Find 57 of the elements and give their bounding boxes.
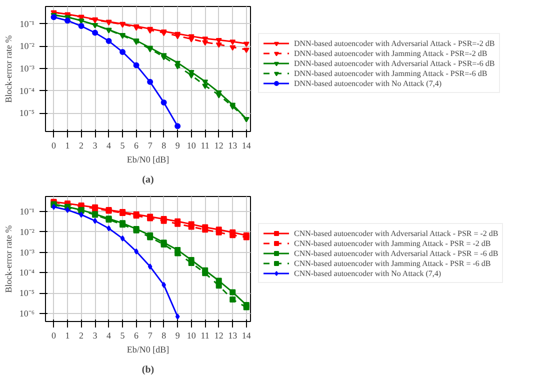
x-axis-title: Eb/N0 [dB] [126, 154, 170, 164]
y-axis-title: Block-error rate % [3, 34, 14, 103]
x-tick-label: 6 [134, 330, 140, 340]
y-tick-label: 10⁻³ [20, 63, 35, 74]
y-tick-label: 10⁻¹ [20, 206, 35, 217]
legend-label: DNN-based autoencoder with Adversarial Attack - PSR=-2 dB [294, 38, 495, 48]
x-tick-label: 3 [92, 140, 98, 150]
x-axis-title: Eb/N0 [dB] [126, 344, 170, 354]
x-tick-label: 8 [162, 330, 167, 340]
x-tick-label: 11 [200, 330, 210, 340]
legend-label: CNN-based autoencoder with Adversarial Attack - PSR = -6 dB [294, 248, 498, 258]
text: (a) [142, 174, 154, 186]
y-tick-label: 10⁻⁵ [19, 288, 35, 298]
x-tick-label: 0 [52, 140, 57, 150]
x-tick-label: 12 [214, 330, 224, 340]
legend-label: CNN-based autoencoder with Jamming Attack - PSR = -6 dB [294, 258, 491, 268]
y-tick-label: 10⁻² [20, 226, 35, 237]
legend-label: CNN-based autoencoder with No Attack (7,4) [294, 268, 442, 278]
x-tick-label: 8 [162, 140, 167, 150]
y-tick-label: 10⁻² [20, 41, 35, 52]
x-tick-label: 10 [186, 140, 196, 150]
x-tick-label: 13 [228, 140, 238, 150]
x-tick-label: 7 [148, 140, 153, 150]
legend-label: CNN-based autoencoder with Jamming Attack - PSR = -2 dB [294, 238, 491, 248]
x-tick-label: 1 [65, 140, 70, 150]
x-tick-label: 2 [79, 330, 84, 340]
x-tick-label: 5 [120, 330, 126, 340]
x-tick-label: 9 [175, 140, 180, 150]
y-axis-title: Block-error rate % [3, 224, 14, 293]
y-tick-label: 10⁻¹ [20, 18, 35, 29]
legend-label: DNN-based autoencoder with Jamming Attack - PSR=-2 dB [294, 48, 488, 58]
y-tick-label: 10⁻⁴ [19, 86, 35, 96]
x-tick-label: 6 [134, 140, 140, 150]
x-tick-label: 7 [148, 330, 153, 340]
y-tick-label: 10⁻⁵ [19, 108, 35, 118]
text: (b) [142, 364, 154, 376]
x-tick-label: 11 [200, 140, 210, 150]
x-tick-label: 14 [242, 330, 252, 340]
x-tick-label: 9 [175, 330, 180, 340]
y-tick-label: 10⁻⁶ [19, 308, 35, 318]
x-tick-label: 10 [186, 330, 196, 340]
legend-label: DNN-based autoencoder with Adversarial Attack - PSR=-6 dB [294, 58, 495, 68]
y-tick-label: 10⁻³ [20, 247, 35, 258]
legend-label: CNN-based autoencoder with Adversarial Attack - PSR = -2 dB [294, 228, 498, 238]
x-tick-label: 3 [92, 330, 98, 340]
x-tick-label: 2 [79, 140, 84, 150]
x-tick-label: 12 [214, 140, 224, 150]
x-tick-label: 13 [228, 330, 238, 340]
legend-label: DNN-based autoencoder with Jamming Attack - PSR=-6 dB [294, 68, 488, 78]
x-tick-label: 14 [242, 140, 252, 150]
x-tick-label: 1 [65, 330, 70, 340]
x-tick-label: 4 [106, 140, 112, 150]
x-tick-label: 0 [52, 330, 57, 340]
x-tick-label: 5 [120, 140, 126, 150]
legend-label: DNN-based autoencoder with No Attack (7,4) [294, 78, 442, 88]
x-tick-label: 4 [106, 330, 112, 340]
y-tick-label: 10⁻⁴ [19, 268, 35, 278]
